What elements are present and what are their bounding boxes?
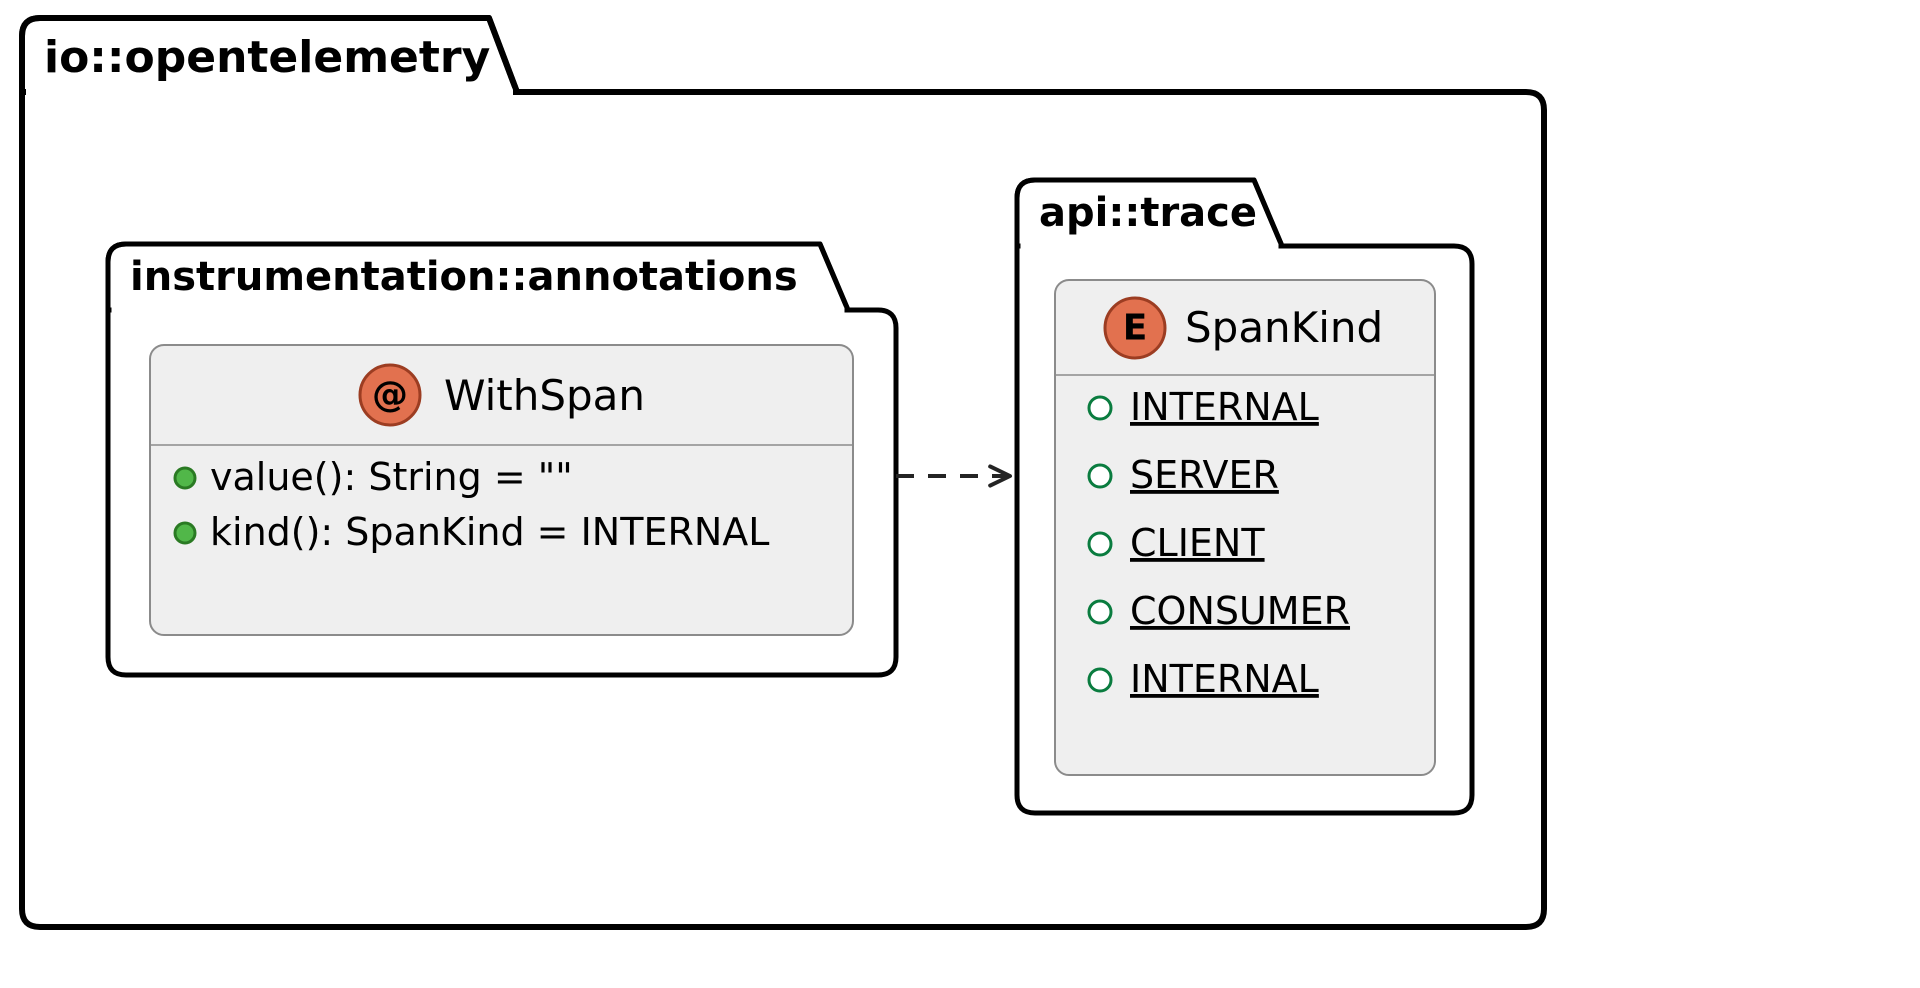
uml-diagram: io::opentelemetryinstrumentation::annota… bbox=[0, 0, 1920, 988]
spankind-member: INTERNAL bbox=[1130, 657, 1319, 701]
enum-bullet-icon bbox=[1089, 669, 1111, 691]
method-bullet-icon bbox=[175, 523, 195, 543]
spankind-member: CONSUMER bbox=[1130, 589, 1350, 633]
svg-text:api::trace: api::trace bbox=[1039, 190, 1257, 236]
svg-text:instrumentation::annotations: instrumentation::annotations bbox=[130, 254, 798, 300]
spankind-class-title: SpanKind bbox=[1185, 303, 1383, 352]
enum-bullet-icon bbox=[1089, 465, 1111, 487]
withspan-member: value(): String = "" bbox=[210, 455, 573, 499]
svg-text:io::opentelemetry: io::opentelemetry bbox=[44, 32, 490, 83]
method-bullet-icon bbox=[175, 468, 195, 488]
enum-bullet-icon bbox=[1089, 601, 1111, 623]
spankind-member: SERVER bbox=[1130, 453, 1279, 497]
spankind-member: INTERNAL bbox=[1130, 385, 1319, 429]
enum-bullet-icon bbox=[1089, 533, 1111, 555]
svg-text:E: E bbox=[1123, 308, 1148, 349]
spankind-member: CLIENT bbox=[1130, 521, 1265, 565]
svg-text:@: @ bbox=[372, 375, 408, 416]
withspan-class-title: WithSpan bbox=[444, 371, 645, 420]
withspan-member: kind(): SpanKind = INTERNAL bbox=[210, 510, 769, 554]
enum-bullet-icon bbox=[1089, 397, 1111, 419]
